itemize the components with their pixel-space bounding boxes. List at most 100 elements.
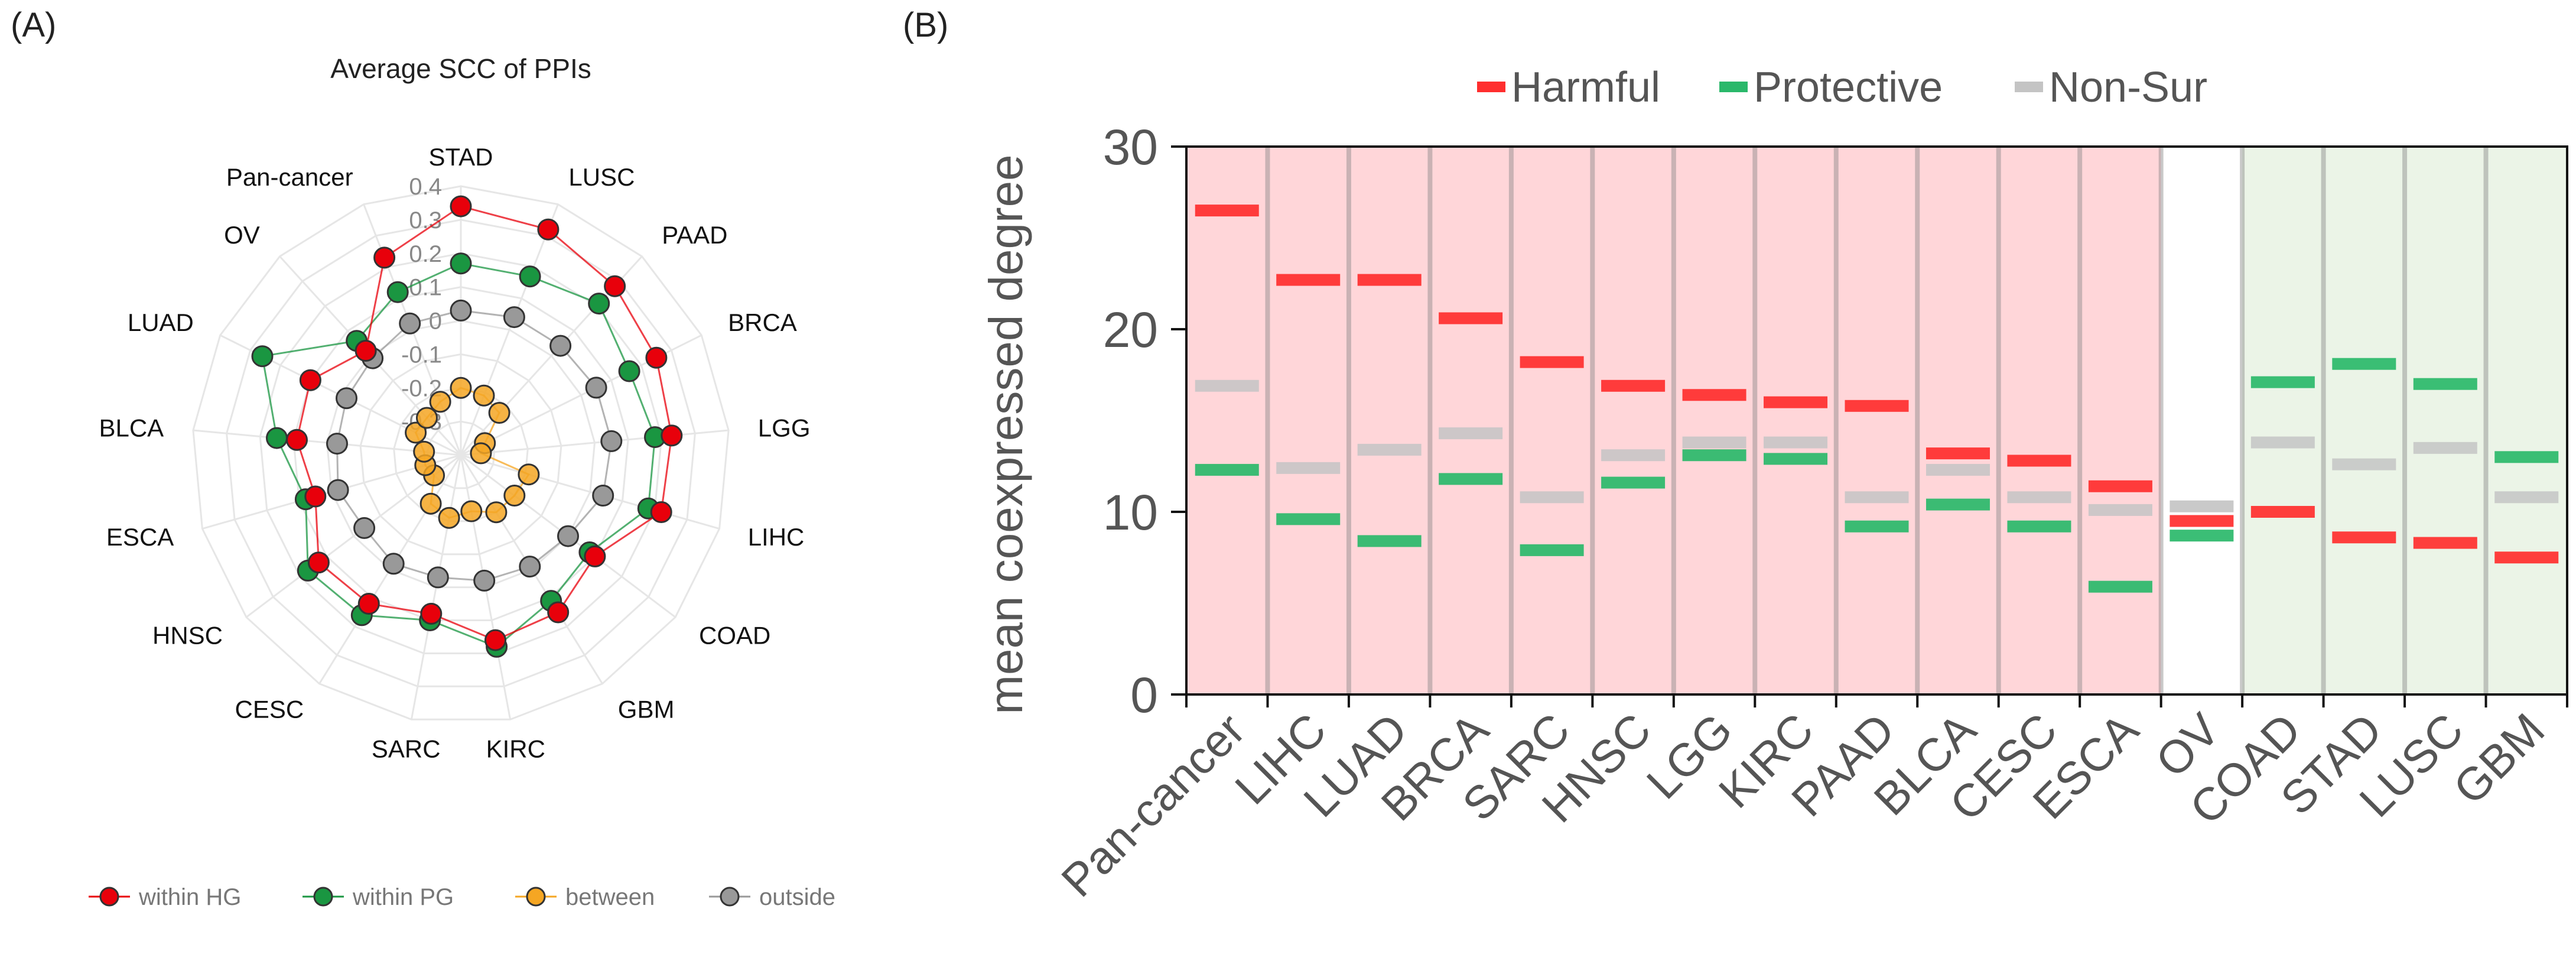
dash-legend: Harmful Protective Non-Sur xyxy=(1477,64,2207,111)
dash-nonsur xyxy=(1357,443,1422,456)
radar-category-label: BLCA xyxy=(99,414,164,442)
radar-point xyxy=(488,402,510,424)
dash-harmful xyxy=(2413,537,2477,549)
group-background-protective xyxy=(2242,147,2567,694)
dash-protective xyxy=(1764,453,1828,465)
radar-point xyxy=(353,517,376,539)
radar-point xyxy=(327,479,349,501)
dash-chart-marks xyxy=(1195,205,2559,593)
radar-point xyxy=(473,569,496,592)
radar-point xyxy=(618,360,640,382)
radar-category-label: COAD xyxy=(699,621,770,649)
dash-protective xyxy=(1601,476,1666,489)
radar-series xyxy=(251,195,683,658)
radar-point xyxy=(470,442,492,465)
dash-harmful xyxy=(1520,356,1584,368)
dash-protective xyxy=(1845,520,1909,533)
dash-harmful xyxy=(2494,551,2559,564)
dash-nonsur xyxy=(1926,463,1990,476)
panel-label-b: (B) xyxy=(903,6,948,44)
legend-label: Non-Sur xyxy=(2049,64,2207,111)
radar-category-labels: STAD LUSC PAAD BRCA LGG LIHC COAD GBM KIRC SARC CE… xyxy=(99,143,810,762)
radar-category-label: OV xyxy=(224,221,260,249)
dash-nonsur xyxy=(2170,500,2234,512)
radar-category-label: HNSC xyxy=(152,621,223,649)
radar-tick-label: 0.1 xyxy=(409,275,442,301)
radar-category-label: ESCA xyxy=(106,523,174,551)
radar-point xyxy=(386,281,409,303)
radar-point xyxy=(266,427,288,449)
dash-chart-panel: (B) 0 10 20 30 Pan-cancerLIHCLUADBRCASARCHN… xyxy=(903,6,2568,907)
dash-x-tick-labels: Pan-cancerLIHCLUADBRCASARCHNSCLGGKIRCPAA… xyxy=(1051,703,2554,907)
radar-point xyxy=(382,553,405,575)
dash-harmful xyxy=(2088,480,2152,492)
dash-harmful xyxy=(1601,379,1666,392)
dash-nonsur xyxy=(1601,449,1666,462)
dash-protective xyxy=(1926,498,1990,511)
radar-point xyxy=(503,306,525,329)
radar-grid-ring xyxy=(393,387,529,522)
panel-label-a: (A) xyxy=(11,6,56,44)
radar-spoke xyxy=(460,454,720,530)
radar-point xyxy=(326,433,348,455)
radar-point xyxy=(604,275,626,297)
radar-series-line xyxy=(261,262,656,648)
legend-marker xyxy=(313,887,333,907)
dash-protective xyxy=(2413,378,2477,390)
dash-nonsur xyxy=(2250,436,2315,449)
legend-label: within PG xyxy=(352,884,454,910)
radar-point xyxy=(518,463,540,486)
group-background-neutral xyxy=(2161,147,2243,694)
radar-point xyxy=(484,629,506,651)
dash-harmful xyxy=(2007,455,2071,467)
radar-point xyxy=(420,602,443,625)
radar-category-label: LIHC xyxy=(748,523,805,551)
radar-chart-title: Average SCC of PPIs xyxy=(330,53,591,84)
dash-nonsur xyxy=(1195,379,1259,392)
radar-point xyxy=(600,430,623,452)
dash-protective xyxy=(1520,544,1584,556)
legend-swatch xyxy=(1477,82,1505,92)
dash-chart-axes: 0 10 20 30 xyxy=(1103,119,2568,723)
radar-point xyxy=(485,501,508,524)
radar-series-within-HG xyxy=(286,195,683,651)
legend-marker xyxy=(720,887,740,907)
radar-tick-label: 0.4 xyxy=(409,174,442,200)
radar-point xyxy=(584,545,606,567)
radar-point xyxy=(519,556,541,578)
dash-protective xyxy=(2250,376,2315,388)
radar-point xyxy=(286,429,308,451)
radar-point xyxy=(450,252,472,275)
radar-point xyxy=(357,593,380,615)
legend-swatch xyxy=(1719,82,1748,92)
dash-protective xyxy=(2007,520,2071,533)
dash-nonsur xyxy=(1682,436,1746,449)
radar-series-outside xyxy=(326,299,623,592)
dash-nonsur xyxy=(1439,427,1503,440)
radar-point xyxy=(419,492,442,515)
radar-point xyxy=(307,551,330,574)
dash-harmful xyxy=(2332,531,2396,544)
radar-point xyxy=(661,424,683,447)
dash-harmful xyxy=(1195,205,1259,217)
radar-point xyxy=(427,566,449,589)
radar-point xyxy=(519,265,541,288)
dash-nonsur xyxy=(1520,491,1584,504)
radar-point xyxy=(450,299,472,322)
y-axis-label: mean coexpressed degree xyxy=(980,154,1032,714)
dash-protective xyxy=(2170,530,2234,542)
y-tick-label: 0 xyxy=(1130,667,1158,723)
dash-harmful xyxy=(1439,312,1503,324)
radar-tick-label: 0.2 xyxy=(409,241,442,267)
plot-frame xyxy=(1185,145,2568,696)
dash-nonsur xyxy=(1276,462,1341,474)
radar-point xyxy=(354,340,377,362)
dash-harmful xyxy=(2250,506,2315,518)
radar-point xyxy=(299,369,321,391)
radar-point xyxy=(547,601,570,624)
x-tick-label: GBM xyxy=(2443,703,2554,814)
legend-label: outside xyxy=(759,884,835,910)
dash-protective xyxy=(1357,535,1422,547)
radar-tick-label: 0 xyxy=(429,309,442,335)
